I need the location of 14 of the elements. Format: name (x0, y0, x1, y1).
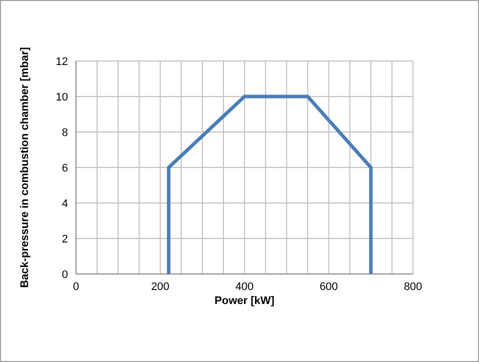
y-axis-title: Back-pressure in combustion chamber [mbar] (18, 46, 31, 288)
y-tick-label: 4 (62, 198, 68, 210)
x-tick-label: 800 (404, 280, 422, 293)
y-tick-label: 10 (56, 91, 68, 104)
x-tick-label: 400 (235, 280, 254, 293)
x-tick-label: 0 (72, 280, 80, 293)
y-tick-label: 2 (62, 233, 68, 246)
x-axis-title: Power [kW] (214, 295, 275, 307)
y-tick-label: 0 (62, 268, 68, 281)
y-tick-label: 12 (56, 56, 68, 68)
y-tick-label: 8 (62, 126, 68, 139)
x-tick-label: 200 (151, 280, 170, 293)
y-tick-label: 6 (62, 162, 68, 174)
x-tick-label: 600 (320, 280, 338, 293)
